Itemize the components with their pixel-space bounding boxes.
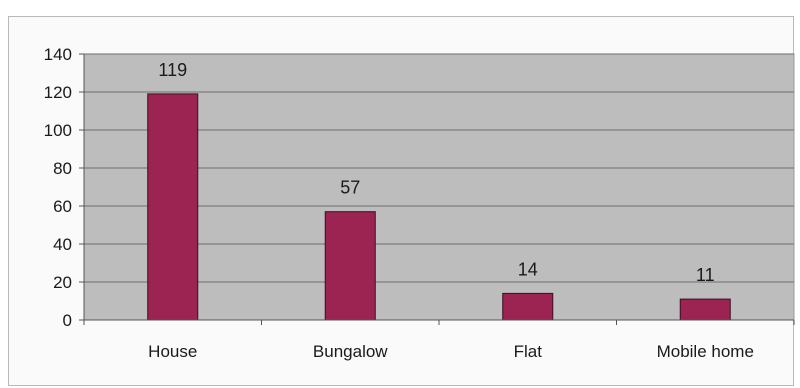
y-tick-label: 60 (53, 197, 72, 216)
x-axis: House Bungalow Flat Mobile home (83, 319, 795, 361)
bar-mobile-home (679, 298, 731, 321)
y-tick-label: 140 (44, 45, 72, 64)
x-tick-label: Flat (514, 342, 543, 361)
y-tick-label: 100 (44, 121, 72, 140)
data-label: 14 (518, 259, 538, 279)
gridlines (84, 53, 794, 283)
data-label: 119 (158, 60, 187, 80)
x-tick-label: Mobile home (657, 342, 754, 361)
bar-bungalow (324, 211, 376, 321)
x-tick-label: House (148, 342, 197, 361)
y-tick-label: 20 (53, 273, 72, 292)
bar-flat (502, 292, 554, 321)
data-label: 57 (340, 178, 360, 198)
data-labels: 119 57 14 11 (158, 60, 714, 285)
data-label: 11 (696, 265, 715, 285)
bar-house (147, 93, 199, 321)
plot-area (83, 53, 795, 321)
x-tick-label: Bungalow (313, 342, 388, 361)
y-tick-label: 120 (44, 83, 72, 102)
y-tick-label: 80 (53, 159, 72, 178)
y-tick-label: 0 (63, 311, 72, 330)
y-axis: 0 20 40 60 80 100 120 140 (44, 45, 85, 330)
bars (147, 93, 731, 321)
y-tick-label: 40 (53, 235, 72, 254)
